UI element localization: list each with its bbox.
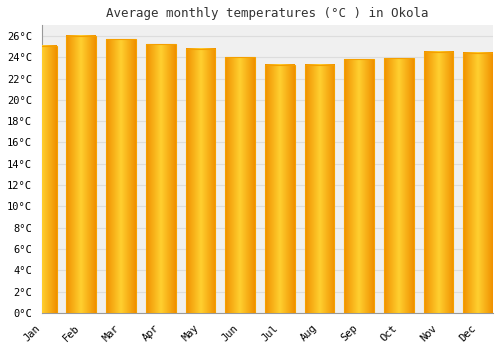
Bar	[464, 53, 493, 313]
Bar	[27, 46, 56, 313]
Bar	[66, 36, 96, 313]
Bar	[424, 52, 454, 313]
Bar	[225, 57, 255, 313]
Bar	[146, 44, 176, 313]
Bar	[384, 58, 414, 313]
Bar	[186, 49, 216, 313]
Bar	[344, 60, 374, 313]
Bar	[304, 65, 334, 313]
Bar	[106, 39, 136, 313]
Bar	[265, 65, 294, 313]
Title: Average monthly temperatures (°C ) in Okola: Average monthly temperatures (°C ) in Ok…	[106, 7, 428, 20]
